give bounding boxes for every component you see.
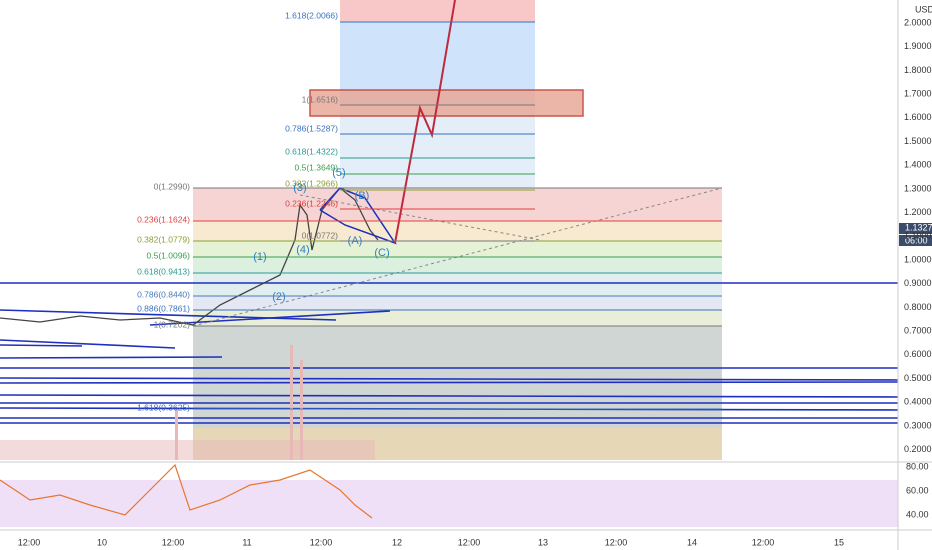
wave-label: (A) bbox=[348, 235, 363, 247]
target-box bbox=[309, 89, 584, 117]
projection-arrow bbox=[394, 0, 456, 244]
fib-label: 0.618(0.9413) bbox=[137, 266, 190, 276]
price-tick: 0.7000 bbox=[904, 325, 932, 335]
time-label: 12:00 bbox=[18, 537, 41, 547]
rsi-band bbox=[0, 480, 898, 527]
price-tick: 0.2000 bbox=[904, 444, 932, 454]
fib-zone bbox=[193, 188, 722, 221]
price-tick: 1.2000 bbox=[904, 207, 932, 217]
price-tick: 0.3000 bbox=[904, 420, 932, 430]
fib-zone bbox=[193, 257, 722, 273]
time-label: 11 bbox=[242, 537, 251, 547]
rsi-tick: 40.00 bbox=[906, 509, 929, 519]
time-label: 12:00 bbox=[458, 537, 481, 547]
fib-label: 0.618(1.4322) bbox=[285, 146, 338, 156]
fib-label: 0.236(1.2246) bbox=[285, 198, 338, 208]
fib-label: 0.236(1.1624) bbox=[137, 214, 190, 224]
fib-label: 1(0.7202) bbox=[154, 319, 191, 329]
fib-label: 1.618(0.3625) bbox=[137, 402, 190, 412]
volume bbox=[0, 345, 375, 460]
time-label: 12:00 bbox=[752, 537, 775, 547]
rsi-tick: 80.00 bbox=[906, 461, 929, 471]
time-label: 14 bbox=[687, 537, 697, 547]
price-tick: 1.7000 bbox=[904, 88, 932, 98]
rsi-line bbox=[0, 463, 373, 519]
time-label: 12:00 bbox=[162, 537, 185, 547]
levels bbox=[0, 282, 899, 424]
time-label: 12:00 bbox=[605, 537, 628, 547]
ext-zone bbox=[340, 0, 535, 22]
fib-label: 0.886(0.7861) bbox=[137, 303, 190, 313]
trend bbox=[192, 187, 723, 327]
wave-label: (B) bbox=[355, 190, 370, 202]
trend bbox=[299, 194, 541, 241]
price-tick: 0.4000 bbox=[904, 397, 932, 407]
time-label: 13 bbox=[538, 537, 548, 547]
price-tick: 0.6000 bbox=[904, 349, 932, 359]
price-tick: 0.9000 bbox=[904, 278, 932, 288]
time-label: 12:00 bbox=[310, 537, 333, 547]
price-tick: 1.0000 bbox=[904, 254, 932, 264]
time-label: 15 bbox=[834, 537, 844, 547]
last-price: 1.1327 bbox=[905, 222, 932, 232]
fib-zone bbox=[193, 326, 722, 428]
fib-label: 0.382(1.2966) bbox=[285, 178, 338, 188]
countdown: 06:00 bbox=[905, 235, 928, 245]
fib-label: 1(1.6516) bbox=[302, 94, 339, 104]
wave-label: (4) bbox=[296, 244, 309, 256]
price-tick: 0.8000 bbox=[904, 302, 932, 312]
fib-label: 1.618(2.0066) bbox=[285, 10, 338, 20]
wave-label: (1) bbox=[253, 251, 266, 263]
price-tick: 1.8000 bbox=[904, 65, 932, 75]
price-tick: 1.1000 bbox=[904, 231, 932, 241]
fib-zone bbox=[193, 221, 722, 241]
fib-label: 0(1.0772) bbox=[302, 230, 339, 240]
last-price-bg bbox=[899, 223, 932, 234]
fib-zone bbox=[193, 296, 722, 310]
fib-label: 0.382(1.0779) bbox=[137, 234, 190, 244]
wave-label: (3) bbox=[293, 182, 306, 194]
fib-zone bbox=[193, 273, 722, 296]
fib-label: 0.5(1.3649) bbox=[295, 162, 339, 172]
wave-label: (2) bbox=[272, 291, 285, 303]
time-label: 10 bbox=[97, 537, 107, 547]
time-label: 12 bbox=[392, 537, 402, 547]
fib-zone bbox=[193, 241, 722, 257]
fib-label: 0.786(1.5287) bbox=[285, 123, 338, 133]
fib-label: 0.5(1.0096) bbox=[147, 250, 191, 260]
price-tick: 1.6000 bbox=[904, 112, 932, 122]
price-tick: 1.9000 bbox=[904, 41, 932, 51]
price-tick: 2.0000 bbox=[904, 17, 932, 27]
currency: USD bbox=[915, 4, 932, 14]
price-tick: 0.5000 bbox=[904, 373, 932, 383]
price-tick: 1.3000 bbox=[904, 183, 932, 193]
price-tick: 1.5000 bbox=[904, 136, 932, 146]
countdown-bg bbox=[899, 235, 932, 246]
fib-label: 0.786(0.8440) bbox=[137, 289, 190, 299]
fib-label: 0(1.2990) bbox=[154, 181, 191, 191]
wave-label: (5) bbox=[332, 167, 345, 179]
wave-label: (C) bbox=[374, 247, 389, 259]
price-tick: 1.4000 bbox=[904, 160, 932, 170]
rsi-tick: 60.00 bbox=[906, 485, 929, 495]
